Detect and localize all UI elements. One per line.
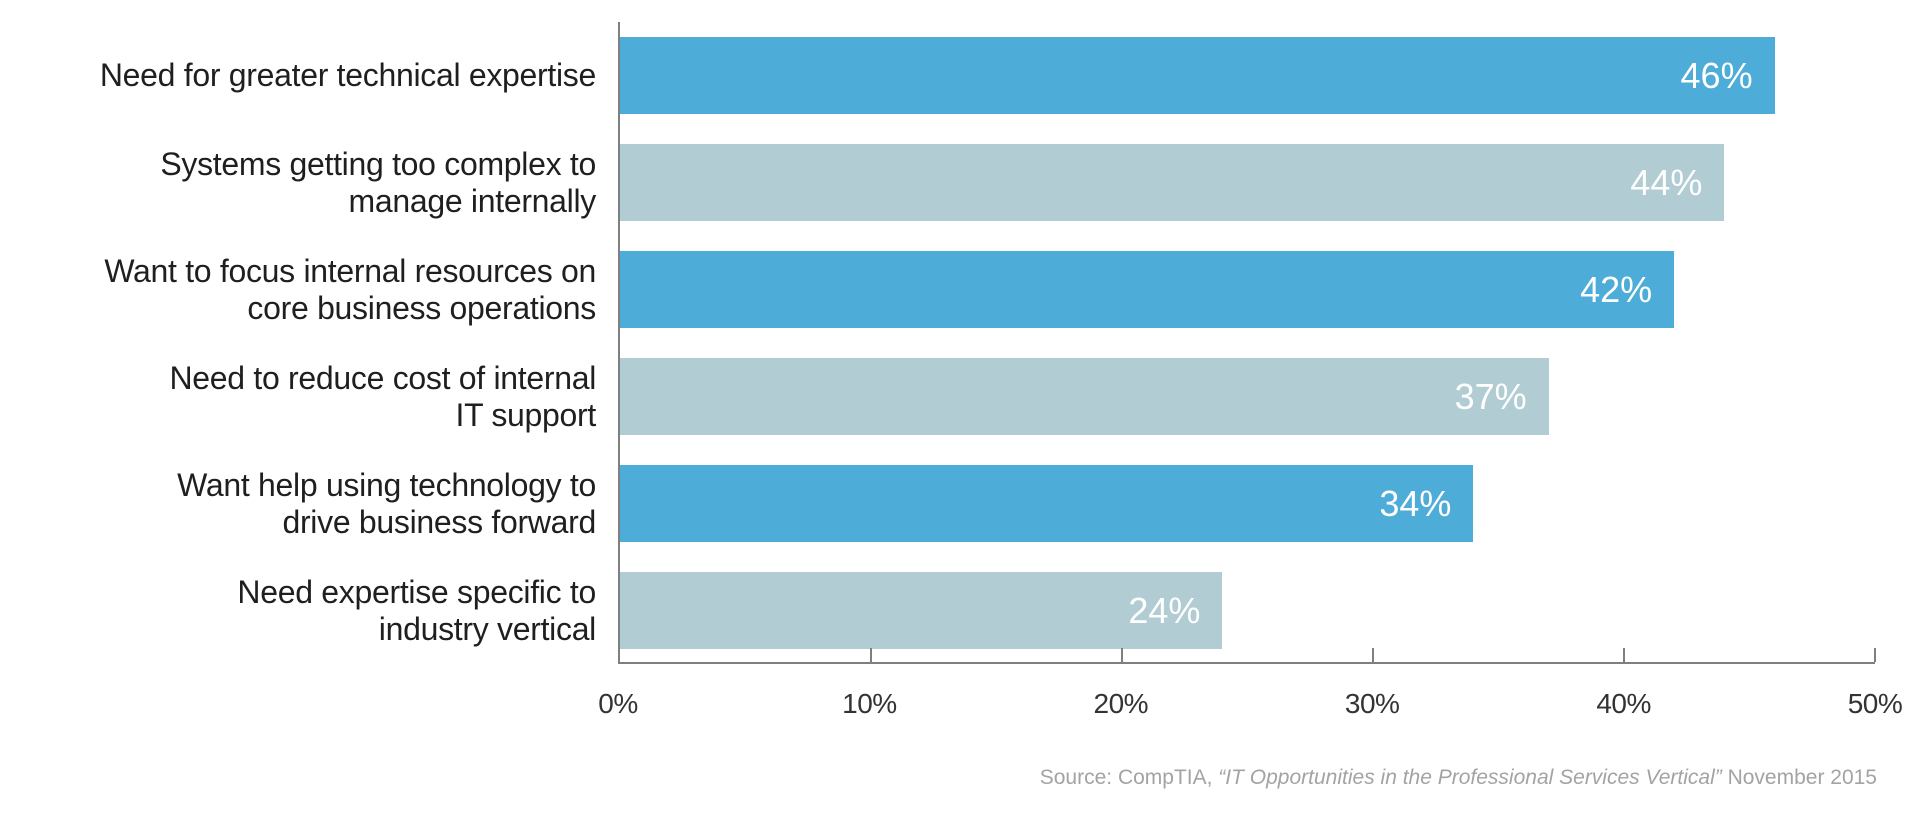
category-label: Need expertise specific to industry vert… — [237, 573, 596, 647]
bar-value-label: 42% — [1580, 268, 1653, 310]
bar-value-label: 34% — [1379, 482, 1452, 524]
x-axis-tick-label: 10% — [842, 688, 897, 719]
bar-value-label: 46% — [1680, 54, 1753, 96]
bar-value-label: 44% — [1630, 161, 1703, 203]
bar-row: 42% — [620, 236, 1875, 343]
category-label: Need for greater technical expertise — [99, 57, 596, 93]
category-label: Need to reduce cost of internal IT suppo… — [169, 359, 596, 433]
x-axis-tick-label: 40% — [1596, 688, 1651, 719]
bar-row: 37% — [620, 343, 1875, 450]
axis-tick-mark — [870, 648, 872, 662]
x-axis-tick-label: 50% — [1847, 688, 1903, 719]
category-label: Want to focus internal resources on core… — [104, 252, 596, 326]
bar-row: 44% — [620, 129, 1875, 236]
bar-value-label: 24% — [1128, 589, 1201, 631]
source-prefix: Source: CompTIA, — [1039, 766, 1219, 789]
source-title: “IT Opportunities in the Professional Se… — [1218, 766, 1722, 789]
bar-row: 34% — [620, 450, 1875, 557]
bar-row: 46% — [620, 22, 1875, 129]
bar-row: 24% — [620, 557, 1875, 664]
bar: 37% — [620, 358, 1549, 435]
source-suffix: November 2015 — [1721, 766, 1877, 789]
x-axis-tick-label: 0% — [598, 688, 638, 719]
bar: 34% — [620, 465, 1474, 542]
source-attribution: Source: CompTIA, “IT Opportunities in th… — [1040, 766, 1877, 790]
bar-value-label: 37% — [1454, 375, 1527, 417]
category-label: Systems getting too complex to manage in… — [160, 145, 596, 219]
bar: 42% — [620, 251, 1675, 328]
bar: 46% — [620, 37, 1775, 114]
x-axis-tick-label: 30% — [1344, 688, 1400, 719]
axis-tick-mark — [1121, 648, 1123, 662]
x-axis-tick-label: 20% — [1093, 688, 1149, 719]
category-labels: Need for greater technical expertise Syst… — [0, 22, 596, 664]
category-label: Want help using technology to drive busi… — [177, 466, 596, 540]
axis-tick-mark — [1623, 648, 1625, 662]
axis-tick-mark — [1874, 648, 1876, 662]
plot-area: 46% 44% 42% 37% 34% 24% — [618, 22, 1876, 664]
axis-tick-mark — [1372, 648, 1374, 662]
bar: 24% — [620, 572, 1223, 649]
x-axis-tick-labels: 0% 10% 20% 30% 40% 50% — [598, 688, 1903, 724]
bar: 44% — [620, 144, 1725, 221]
